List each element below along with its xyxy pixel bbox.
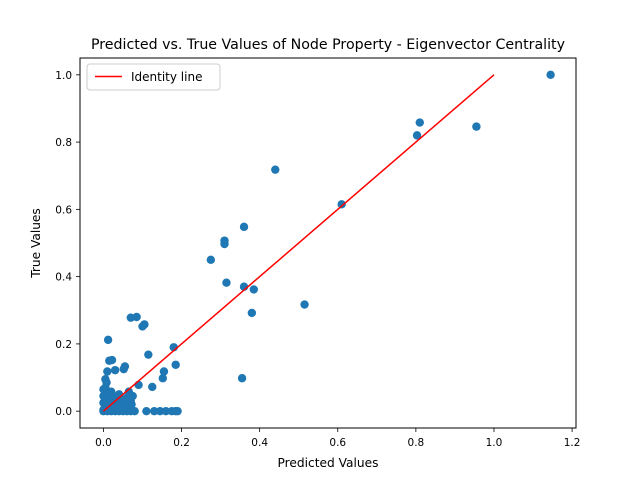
scatter-point [159, 367, 169, 376]
identity-line [102, 74, 495, 412]
legend-box [86, 63, 221, 91]
legend: Identity line [86, 63, 221, 91]
y-tick-label: 0.8 [55, 137, 72, 149]
scatter-point [130, 406, 139, 416]
plot-area [99, 70, 555, 416]
y-axis-label: True Values [29, 208, 43, 279]
scatter-point [144, 350, 153, 359]
scatter-point [171, 360, 180, 369]
x-tick-label: 0.6 [329, 437, 346, 449]
scatter-point [155, 406, 165, 416]
axes-frame [79, 57, 577, 429]
x-tick-label: 0.0 [95, 437, 112, 449]
scatter-point [134, 380, 143, 390]
scatter-point [132, 312, 141, 322]
y-tick-label: 1.0 [55, 70, 72, 82]
scatter-point [158, 374, 167, 383]
scatter-point [150, 406, 159, 416]
scatter-point [337, 200, 346, 209]
x-tick-label: 1.0 [486, 437, 503, 449]
scatter-point [102, 397, 111, 406]
legend-label-identity-line: Identity line [131, 70, 202, 84]
x-axis-label: Predicted Values [278, 456, 379, 470]
chart-title: Predicted vs. True Values of Node Proper… [91, 37, 565, 53]
x-tick-label: 1.2 [564, 437, 581, 449]
scatter-point [103, 335, 113, 345]
scatter-point [138, 322, 147, 331]
scatter-point [116, 401, 126, 411]
scatter-point [300, 300, 309, 309]
scatter-point [110, 365, 120, 375]
y-tick-label: 0.4 [55, 272, 72, 284]
scatter-point [239, 222, 249, 232]
scatter-point [148, 382, 157, 392]
scatter-point [415, 118, 424, 127]
x-tick-label: 0.4 [251, 437, 268, 449]
y-tick-label: 0.6 [55, 204, 72, 216]
scatter-point [127, 400, 136, 409]
scatter-point [412, 131, 422, 140]
scatter-point [161, 406, 171, 416]
y-tick-label: 0.0 [55, 406, 72, 418]
scatter-point [271, 165, 280, 174]
scatter-point [237, 374, 247, 383]
scatter-point [472, 122, 481, 131]
scatter-point [173, 406, 182, 416]
y-tick-label: 0.2 [55, 339, 72, 351]
scatter-point [107, 355, 117, 365]
scatter-point [247, 308, 257, 318]
x-axis: 0.0 0.2 0.4 0.6 0.8 1.0 1.2 [95, 428, 580, 449]
scatter-point [142, 406, 151, 416]
scatter-point [546, 70, 555, 80]
scatter-point [103, 367, 112, 376]
x-tick-label: 0.8 [408, 437, 425, 449]
scatter-point [222, 278, 231, 287]
scatter-point [249, 285, 258, 294]
scatter-point [220, 239, 229, 249]
scatter-point [119, 364, 128, 374]
y-axis: 0.0 0.2 0.4 0.6 0.8 1.0 [55, 70, 80, 418]
x-tick-label: 0.2 [173, 437, 190, 449]
scatter-point [206, 255, 216, 265]
